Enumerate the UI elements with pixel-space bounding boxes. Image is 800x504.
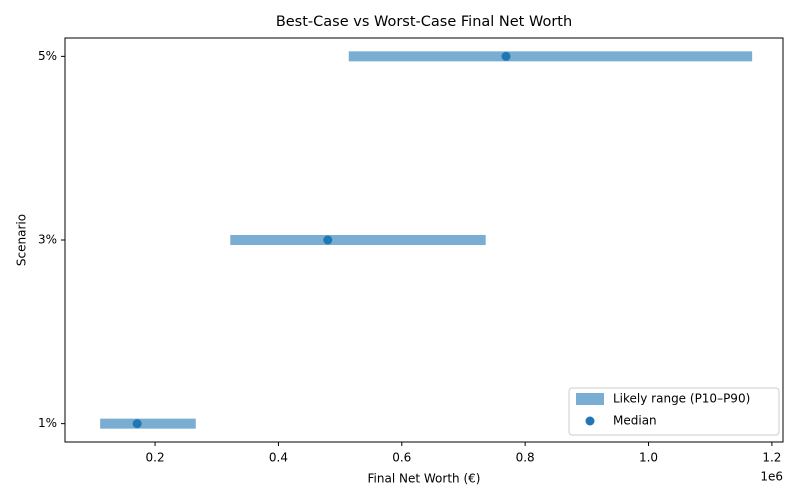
median-point [132, 419, 142, 429]
range-bar [230, 235, 486, 245]
x-tick-label: 0.4 [269, 451, 288, 465]
x-tick-label: 0.8 [516, 451, 535, 465]
y-tick-label: 1% [38, 416, 57, 430]
legend-frame [568, 387, 780, 436]
median-point [501, 51, 511, 61]
legend-label: Likely range (P10–P90) [613, 392, 750, 406]
legend-swatch [576, 393, 604, 405]
median-point [323, 235, 333, 245]
x-tick-label: 1.0 [639, 451, 658, 465]
y-tick-label: 5% [38, 49, 57, 63]
x-offset-label: 1e6 [760, 470, 783, 484]
y-tick-label: 3% [38, 233, 57, 247]
y-axis-label: Scenario [15, 214, 29, 266]
x-tick-label: 0.6 [392, 451, 411, 465]
legend: Likely range (P10–P90) Median [568, 387, 780, 436]
x-axis-label: Final Net Worth (€) [368, 472, 481, 486]
chart-title: Best-Case vs Worst-Case Final Net Worth [276, 14, 572, 30]
range-bar [100, 418, 196, 429]
x-tick-label: 1.2 [762, 451, 781, 465]
range-bar [348, 51, 753, 62]
x-tick-label: 0.2 [146, 451, 165, 465]
legend-marker [585, 416, 595, 426]
legend-label: Median [613, 414, 657, 428]
